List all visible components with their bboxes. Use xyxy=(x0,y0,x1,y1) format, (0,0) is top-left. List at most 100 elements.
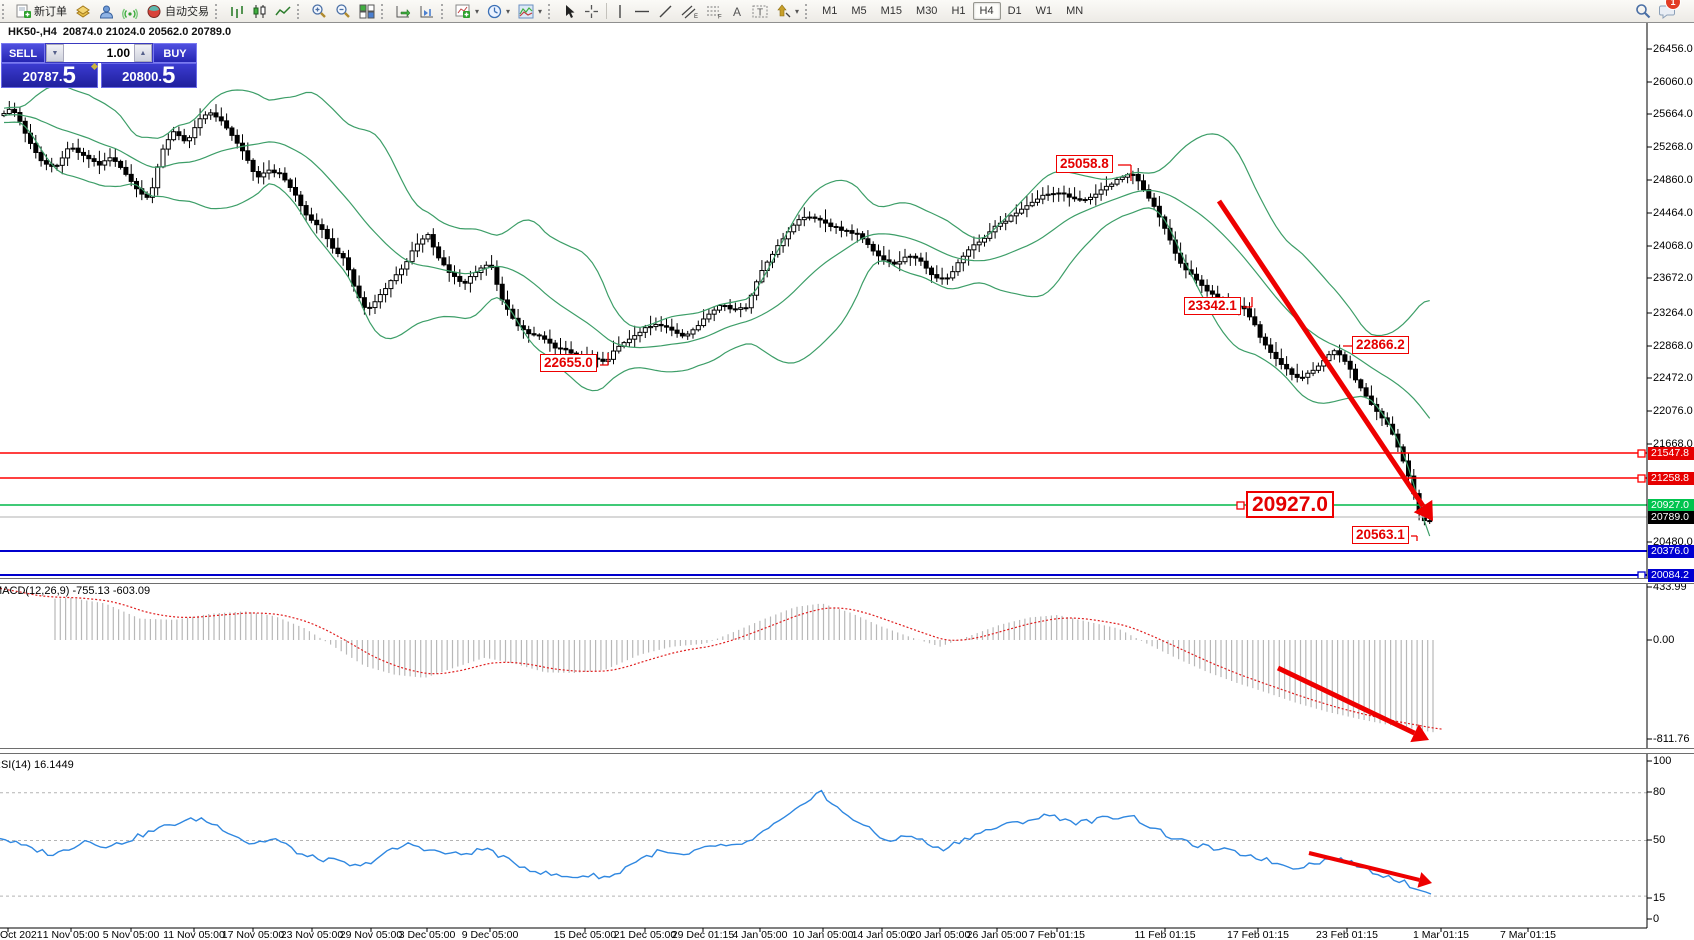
toolbar-grip[interactable] xyxy=(215,3,221,19)
price-callout-label[interactable]: 22655.0 xyxy=(540,354,597,372)
horizontal-line-icon xyxy=(634,4,650,19)
label-button[interactable]: T xyxy=(748,1,773,21)
text-button[interactable]: A xyxy=(727,1,748,21)
chart-shift-button[interactable] xyxy=(415,1,439,21)
text-icon: A xyxy=(731,4,744,19)
cursor-button[interactable] xyxy=(558,1,580,21)
toolbar-grip[interactable] xyxy=(297,3,303,19)
profile-button[interactable] xyxy=(95,1,118,21)
price-axis-badge: 20376.0 xyxy=(1648,545,1694,558)
buy-price-box[interactable]: 20800. 5 xyxy=(100,63,197,88)
horizontal-line-button[interactable] xyxy=(630,1,654,21)
templates-button[interactable]: ▾ xyxy=(514,1,546,21)
deposit-icon xyxy=(75,4,91,18)
sell-price-box[interactable]: 20787. 5 xyxy=(1,63,98,88)
time-axis-label: Oct 2021 xyxy=(0,929,43,940)
auto-scroll-button[interactable] xyxy=(391,1,415,21)
fibonacci-button[interactable]: F xyxy=(702,1,727,21)
price-callout-label[interactable]: 22866.2 xyxy=(1352,336,1409,354)
time-axis-label: 23 Nov 05:00 xyxy=(280,929,344,940)
symbol-period-label: HK50-,H4 xyxy=(8,26,57,38)
arrows-icon xyxy=(777,4,791,19)
toolbar-grip[interactable] xyxy=(805,3,811,19)
time-axis-label: 21 Dec 05:00 xyxy=(613,929,677,940)
timeframe-m15-button[interactable]: M15 xyxy=(880,4,903,17)
toolbar: 新订单 自动交易 ▾ ▾ ▾ E F A T ▾ xyxy=(0,0,1694,23)
toolbar-grip[interactable] xyxy=(548,3,554,19)
rsi-pane-separator[interactable] xyxy=(0,748,1694,754)
buy-price-dot: . xyxy=(158,69,162,84)
new-order-label: 新订单 xyxy=(34,6,67,18)
price-axis-badge: 20084.2 xyxy=(1648,569,1694,582)
toolbar-grip[interactable] xyxy=(441,3,447,19)
time-axis-label: 29 Nov 05:00 xyxy=(339,929,403,940)
timeframe-d1-button[interactable]: D1 xyxy=(1007,4,1022,17)
channel-button[interactable]: E xyxy=(677,1,702,21)
timeframe-h4-button[interactable]: H4 xyxy=(972,1,1001,20)
timeframe-h1-button[interactable]: H1 xyxy=(951,4,966,17)
timeframe-w1-button[interactable]: W1 xyxy=(1035,4,1053,17)
price-axis-tick: 24464.0 xyxy=(1653,207,1693,219)
vertical-line-button[interactable] xyxy=(610,1,630,21)
time-axis-label: 11 Nov 05:00 xyxy=(163,929,225,940)
search-button[interactable] xyxy=(1631,1,1655,21)
channel-icon: E xyxy=(681,4,698,19)
signal-icon xyxy=(122,4,138,19)
price-axis-badge: 21547.8 xyxy=(1648,447,1694,460)
line-chart-button[interactable] xyxy=(271,1,295,21)
price-callout-label[interactable]: 20927.0 xyxy=(1246,491,1334,518)
new-order-button[interactable]: 新订单 xyxy=(12,1,71,21)
templates-icon xyxy=(518,4,534,19)
rsi-axis-tick: 50 xyxy=(1653,834,1666,846)
macd-pane-separator[interactable] xyxy=(0,578,1694,584)
price-callout-label[interactable]: 20563.1 xyxy=(1352,526,1409,544)
price-axis-tick: 23672.0 xyxy=(1653,272,1693,284)
deposit-button[interactable] xyxy=(71,1,95,21)
time-axis-label: 11 Feb 01:15 xyxy=(1134,929,1196,940)
price-callout-label[interactable]: 23342.1 xyxy=(1184,297,1241,315)
indicators-button[interactable]: ▾ xyxy=(451,1,483,21)
timeframe-mn-button[interactable]: MN xyxy=(1066,4,1084,17)
trend-arrow[interactable] xyxy=(1216,199,1433,521)
svg-text:A: A xyxy=(733,5,741,19)
time-axis-label: 20 Jan 05:00 xyxy=(909,929,971,940)
time-axis-label: 1 Nov 05:00 xyxy=(42,929,100,940)
price-axis-tick: 22076.0 xyxy=(1653,405,1693,417)
chevron-down-icon: ▾ xyxy=(538,6,543,16)
buy-button[interactable]: BUY xyxy=(153,43,197,63)
search-icon xyxy=(1635,3,1651,19)
time-axis-label: 17 Feb 01:15 xyxy=(1227,929,1289,940)
signal-button[interactable] xyxy=(118,1,142,21)
trend-arrow[interactable] xyxy=(1276,665,1429,743)
volume-increase-button[interactable]: ▲ xyxy=(134,44,152,62)
crosshair-button[interactable] xyxy=(580,1,603,21)
zoom-out-button[interactable] xyxy=(331,1,355,21)
ohlc-values: 20874.0 21024.0 20562.0 20789.0 xyxy=(62,26,232,38)
volume-input[interactable]: 1.00 xyxy=(64,44,134,62)
arrows-button[interactable]: ▾ xyxy=(773,1,803,21)
trendline-button[interactable] xyxy=(654,1,677,21)
candlestick-chart-button[interactable] xyxy=(248,1,271,21)
periods-button[interactable]: ▾ xyxy=(483,1,514,21)
time-axis-label: 7 Feb 01:15 xyxy=(1028,929,1086,940)
timeframe-m1-button[interactable]: M1 xyxy=(822,4,838,17)
chart-shift-icon xyxy=(419,4,435,19)
price-callout-label[interactable]: 25058.8 xyxy=(1056,155,1113,173)
sell-button[interactable]: SELL xyxy=(1,43,45,63)
timeframe-m30-button[interactable]: M30 xyxy=(916,4,938,17)
chat-button[interactable]: 1 xyxy=(1655,0,1681,21)
toolbar-grip[interactable] xyxy=(381,3,387,19)
volume-decrease-button[interactable]: ▼ xyxy=(46,44,64,62)
trend-arrow[interactable] xyxy=(1308,851,1432,888)
rsi-label: RSI(14) 16.1449 xyxy=(0,759,74,771)
price-axis-tick: 26456.0 xyxy=(1653,43,1693,55)
tile-windows-button[interactable] xyxy=(355,1,379,21)
bar-chart-button[interactable] xyxy=(225,1,248,21)
zoom-in-button[interactable] xyxy=(307,1,331,21)
toolbar-grip[interactable] xyxy=(2,3,8,19)
auto-trading-button[interactable]: 自动交易 xyxy=(142,1,213,21)
one-click-trade-panel: SELL ▼ 1.00 ▲ BUY 20787. 5 20800. 5 xyxy=(1,43,197,88)
zoom-in-icon xyxy=(311,3,327,19)
timeframe-m5-button[interactable]: M5 xyxy=(851,4,867,17)
